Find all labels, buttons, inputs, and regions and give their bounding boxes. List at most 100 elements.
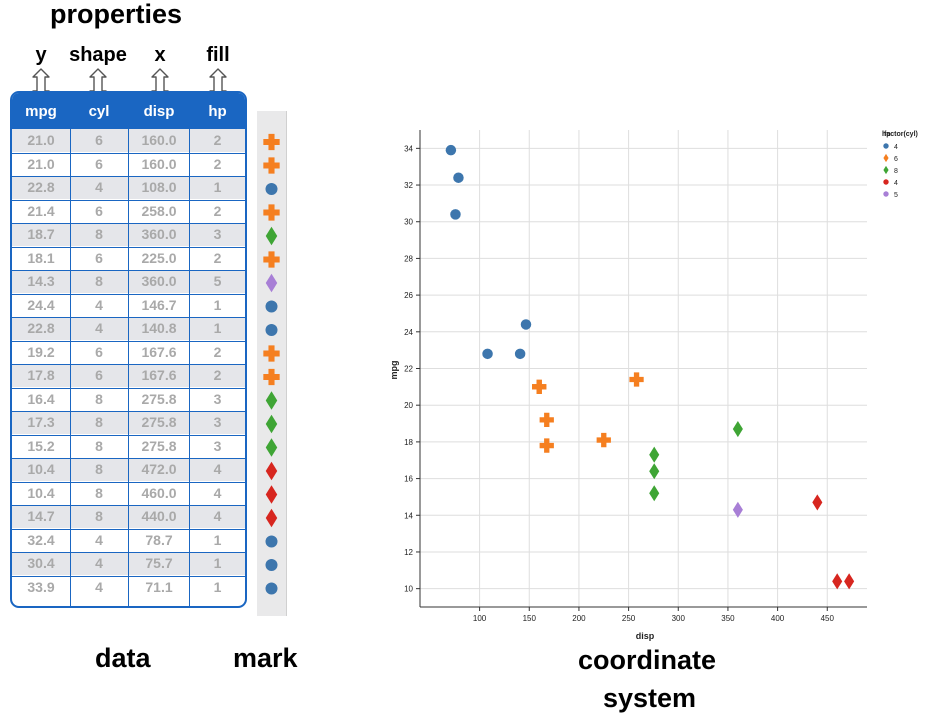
table-cell-hp: 4 <box>213 484 222 501</box>
mark-circle-icon <box>265 559 278 571</box>
mark-circle-icon <box>265 300 278 313</box>
mark-diamond-icon <box>265 414 278 434</box>
y-tick-label: 20 <box>404 401 413 410</box>
x-tick-label: 150 <box>523 614 537 623</box>
data-point-diamond <box>832 573 843 590</box>
table-row: 10.4 8 460.0 4 <box>12 482 245 505</box>
table-cell-disp: 160.0 <box>141 132 177 148</box>
x-tick-label: 350 <box>721 614 735 623</box>
table-cell-mpg: 18.7 <box>27 226 55 242</box>
mark-cross-icon <box>263 251 280 268</box>
table-cell-disp: 275.8 <box>141 414 177 430</box>
table-cell-mpg: 18.1 <box>27 249 55 266</box>
table-cell-cyl: 8 <box>95 437 103 454</box>
mark-diamond-icon <box>265 391 278 410</box>
table-cell-disp: 275.8 <box>141 390 177 407</box>
legend-item-label: 4 <box>894 144 898 151</box>
data-point-cross <box>539 412 554 428</box>
data-point-cross <box>629 372 644 387</box>
data-table: mpg cyl disp hp 21.0 6 160.0 2 21.0 6 160.0 2 22… <box>10 91 247 608</box>
table-cell-cyl: 6 <box>95 249 103 266</box>
column-header-hp: hp <box>208 103 227 120</box>
data-point-circle <box>482 348 493 360</box>
data-point-diamond <box>649 463 660 480</box>
table-cell-disp: 167.6 <box>141 367 177 383</box>
table-cell-cyl: 4 <box>95 555 103 571</box>
data-point-diamond <box>732 501 743 518</box>
table-cell-mpg: 33.9 <box>27 578 55 595</box>
column-header-disp: disp <box>143 103 175 120</box>
data-label: data <box>95 643 151 673</box>
x-axis-label: disp <box>636 631 655 641</box>
data-point-circle <box>453 172 464 183</box>
table-cell-disp: 360.0 <box>141 226 177 242</box>
table-cell-mpg: 22.8 <box>27 179 55 195</box>
x-tick-label: 200 <box>572 614 586 623</box>
data-point-circle <box>514 348 526 360</box>
legend-item-label: 6 <box>894 156 898 163</box>
table-cell-disp: 275.8 <box>141 437 177 454</box>
table-cell-mpg: 16.4 <box>27 390 55 407</box>
legend-circle-icon <box>883 143 889 149</box>
table-cell-disp: 472.0 <box>141 461 177 477</box>
table-cell-hp: 1 <box>213 555 222 571</box>
data-point-diamond <box>649 485 660 502</box>
table-cell-mpg: 14.7 <box>27 508 55 524</box>
table-cell-disp: 167.6 <box>141 343 177 360</box>
table-cell-cyl: 4 <box>95 320 103 336</box>
table-cell-hp: 1 <box>213 296 222 313</box>
y-tick-label: 32 <box>404 181 413 190</box>
table-cell-mpg: 30.4 <box>27 555 55 571</box>
table-cell-disp: 78.7 <box>145 531 173 548</box>
y-tick-label: 34 <box>404 144 413 153</box>
table-cell-mpg: 19.2 <box>27 343 55 360</box>
table-cell-disp: 140.8 <box>141 320 177 336</box>
table-cell-hp: 5 <box>213 273 222 289</box>
mark-cross-icon <box>263 345 280 362</box>
table-cell-mpg: 17.8 <box>27 367 55 383</box>
table-cell-cyl: 4 <box>95 578 103 595</box>
table-cell-mpg: 22.8 <box>27 320 55 336</box>
property-fill-label: fill <box>206 44 230 66</box>
data-point-cross <box>539 438 554 453</box>
table-cell-hp: 2 <box>213 367 222 383</box>
table-cell-disp: 71.1 <box>145 578 173 595</box>
table-row: 16.4 8 275.8 3 <box>12 388 245 411</box>
mark-cross-icon <box>263 368 280 386</box>
table-cell-hp: 1 <box>213 578 222 595</box>
table-cell-hp: 3 <box>213 437 222 454</box>
table-cell-disp: 146.7 <box>141 296 177 313</box>
coordinate-system-label-line1: coordinate <box>578 645 717 675</box>
mark-circle-icon <box>265 183 278 195</box>
y-tick-label: 26 <box>404 291 413 300</box>
column-header-cyl: cyl <box>88 103 110 120</box>
mark-diamond-icon <box>265 508 278 528</box>
legend-diamond-icon <box>883 153 889 163</box>
y-tick-label: 10 <box>404 585 413 594</box>
column-divider <box>70 129 71 606</box>
data-point-circle <box>445 144 457 156</box>
table-cell-disp: 460.0 <box>141 484 177 501</box>
table-cell-disp: 258.0 <box>141 202 177 219</box>
table-cell-cyl: 6 <box>95 367 103 383</box>
data-point-circle <box>450 209 461 220</box>
table-cell-hp: 3 <box>213 414 222 430</box>
property-x-label: x <box>154 44 166 66</box>
table-cell-hp: 4 <box>213 508 222 524</box>
table-cell-disp: 360.0 <box>141 273 177 289</box>
table-cell-cyl: 8 <box>95 390 103 407</box>
table-cell-disp: 160.0 <box>141 155 177 172</box>
y-axis-label: mpg <box>389 361 399 380</box>
table-cell-disp: 225.0 <box>141 249 177 266</box>
table-cell-cyl: 6 <box>95 202 103 219</box>
table-cell-hp: 2 <box>213 202 222 219</box>
property-shape-label: shape <box>69 44 127 66</box>
table-cell-disp: 108.0 <box>141 179 177 195</box>
legend-item-label: 4 <box>894 180 898 187</box>
x-tick-label: 250 <box>622 614 636 623</box>
mark-diamond-icon <box>265 226 278 246</box>
table-row: 19.2 6 167.6 2 <box>12 341 245 364</box>
table-row: 18.1 6 225.0 2 <box>12 247 245 270</box>
x-tick-label: 400 <box>771 614 785 623</box>
table-cell-cyl: 4 <box>95 531 103 548</box>
